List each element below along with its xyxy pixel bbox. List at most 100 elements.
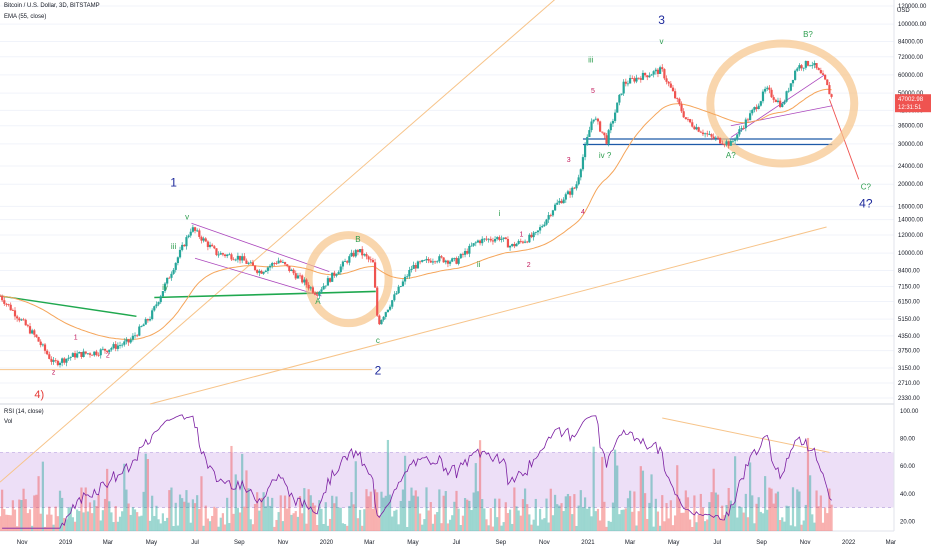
candle-body: [474, 242, 477, 244]
candle-body: [380, 319, 383, 325]
candle-body: [684, 117, 687, 120]
candle-body: [783, 101, 786, 104]
volume-bar: [654, 498, 657, 531]
candle-body: [468, 245, 471, 254]
candle-body: [131, 335, 134, 340]
drawings: [0, 0, 860, 483]
volume-bar: [418, 513, 422, 531]
candle-body: [586, 136, 589, 146]
candle-body: [97, 354, 100, 356]
volume-bar: [581, 507, 585, 531]
volume-bar: [311, 502, 315, 531]
price-tick-label: 72000.00: [898, 55, 924, 61]
volume-bar: [358, 509, 362, 531]
volume-bar: [187, 502, 190, 531]
volume-bar: [350, 492, 353, 531]
wave-minor-label: B?: [803, 30, 813, 39]
volume-bar: [485, 519, 488, 531]
volume-bar: [116, 521, 119, 531]
candle-body: [682, 111, 685, 118]
candle-body: [519, 240, 522, 242]
volume-bar: [33, 495, 36, 531]
volume-bar: [453, 501, 456, 531]
volume-bar: [699, 493, 702, 531]
rsi-legend[interactable]: RSI (14, close): [4, 409, 44, 415]
candle-body: [511, 243, 514, 247]
candle-body: [204, 238, 207, 242]
candle-body: [286, 264, 289, 266]
candle-body: [281, 262, 285, 263]
wave-sub-label: 4: [581, 209, 585, 216]
volume-bar: [768, 487, 771, 531]
vol-legend[interactable]: Vol: [4, 419, 13, 425]
candle-body: [223, 254, 227, 257]
volume-bar: [328, 518, 332, 531]
volume-bar: [18, 499, 21, 531]
rsi-14-line: [2, 414, 832, 529]
candle-body: [774, 99, 777, 103]
volume-bar: [646, 518, 649, 531]
candle-body: [436, 261, 439, 263]
candle-body: [78, 352, 81, 354]
candle-body: [31, 330, 34, 334]
volume-bar: [178, 494, 182, 531]
candle-body: [635, 77, 638, 82]
volume-bar: [813, 522, 816, 531]
volume-bar: [519, 515, 522, 531]
candle-body: [196, 230, 199, 232]
candle-body: [397, 286, 400, 294]
volume-bar: [226, 497, 229, 531]
candle-body: [129, 339, 132, 343]
volume-bar: [753, 523, 756, 531]
candle-body: [408, 269, 411, 277]
volume-bar: [695, 522, 698, 531]
volume-bar: [590, 516, 593, 531]
candle-body: [378, 315, 381, 325]
candle-body: [779, 100, 782, 107]
candle-body: [485, 238, 488, 240]
candle-body: [734, 139, 737, 141]
volume-bar: [697, 514, 700, 531]
candle-body: [110, 348, 113, 350]
candle-body: [656, 69, 660, 74]
candle-body: [650, 74, 653, 76]
candle-body: [476, 240, 480, 243]
volume-bar: [219, 517, 222, 531]
volume-bar: [283, 495, 287, 531]
candle-body: [444, 260, 447, 263]
price-tick-label: 20000.00: [898, 182, 924, 188]
candle-body: [350, 252, 353, 257]
volume-bar: [684, 490, 687, 531]
ema-legend[interactable]: EMA (55, close): [4, 14, 47, 20]
candle-body: [601, 131, 604, 133]
volume-bar: [489, 508, 492, 531]
volume-bar: [264, 506, 267, 531]
volume-bar: [408, 500, 411, 531]
volume-bar: [262, 492, 265, 531]
candle-body: [433, 261, 437, 263]
volume-bar: [592, 446, 595, 531]
volume-bar: [198, 508, 201, 531]
volume-bar: [414, 490, 417, 531]
volume-bar: [335, 496, 338, 531]
volume-bar: [279, 495, 282, 531]
highlight-circle-2020: [304, 231, 393, 328]
candle-body: [736, 134, 739, 140]
volume-bar: [373, 489, 377, 531]
volume-bar: [151, 495, 154, 531]
candle-body: [148, 318, 152, 321]
candle-body: [318, 291, 321, 296]
candle-body: [620, 93, 623, 95]
symbol-title[interactable]: Bitcoin / U.S. Dollar, 3D, BITSTAMP: [4, 3, 100, 9]
volume-bar: [356, 518, 360, 531]
candle-body: [590, 121, 593, 131]
volume-bar: [232, 513, 235, 531]
volume-bar: [508, 509, 512, 531]
candle-body: [288, 265, 291, 272]
volume-bar: [613, 449, 617, 531]
volume-bar: [577, 505, 580, 531]
candle-body: [536, 230, 540, 233]
